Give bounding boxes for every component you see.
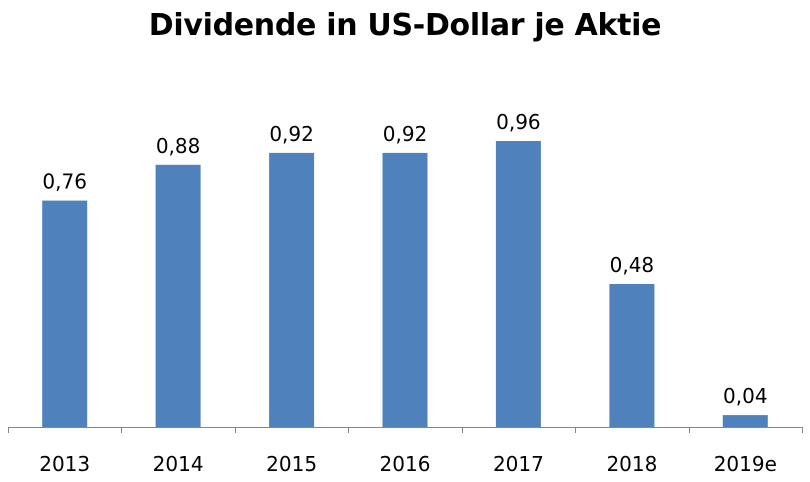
x-tick-label-2018: 2018 (606, 452, 657, 476)
chart-title: Dividende in US-Dollar je Aktie (148, 8, 662, 43)
data-label-2018: 0,48 (610, 253, 655, 277)
x-tick-label-2016: 2016 (380, 452, 431, 476)
bar-2018 (609, 284, 655, 427)
data-label-2013: 0,76 (42, 170, 87, 194)
bar-2017 (495, 141, 541, 427)
data-label-2017: 0,96 (496, 110, 541, 134)
x-tick-label-2015: 2015 (266, 452, 317, 476)
x-tick-label-2019e: 2019e (714, 452, 777, 476)
x-tick-label-2014: 2014 (153, 452, 204, 476)
x-tick-label-2017: 2017 (493, 452, 544, 476)
x-axis: 2013 2014 2015 2016 2017 2018 2019e (8, 427, 803, 476)
data-labels-layer: 0,76 0,88 0,92 0,92 0,96 0,48 0,04 (42, 110, 767, 408)
data-label-2015: 0,92 (269, 122, 314, 146)
bar-2013 (42, 200, 88, 427)
x-tick-label-2013: 2013 (39, 452, 90, 476)
bar-2019e (722, 415, 768, 427)
data-label-2016: 0,92 (383, 122, 428, 146)
bars-layer (42, 141, 768, 428)
data-label-2014: 0,88 (156, 134, 201, 158)
bar-2016 (382, 152, 428, 427)
bar-2015 (269, 152, 315, 427)
data-label-2019e: 0,04 (723, 384, 768, 408)
bar-2014 (155, 164, 201, 428)
